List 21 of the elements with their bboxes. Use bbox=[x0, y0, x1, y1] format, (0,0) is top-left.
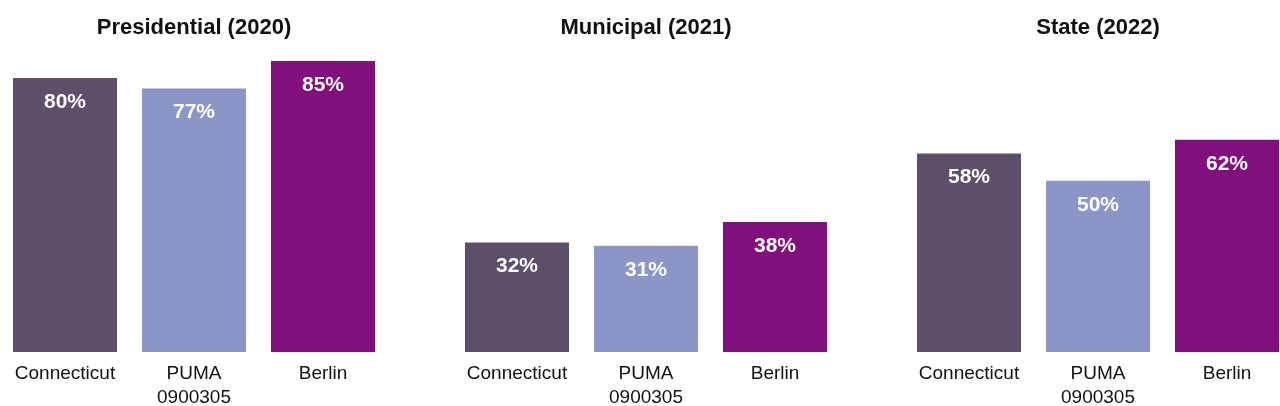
data-label: 50% bbox=[1076, 191, 1120, 215]
data-label: 31% bbox=[624, 256, 668, 280]
x-tick-label: Connecticut bbox=[918, 361, 1020, 383]
data-label: 62% bbox=[1205, 150, 1249, 174]
data-label: 77% bbox=[172, 99, 216, 123]
chart-title: Municipal (2021) bbox=[560, 14, 732, 39]
x-tick-label: Berlin bbox=[298, 361, 348, 383]
x-tick-label: PUMA 0900305 bbox=[1061, 361, 1135, 406]
x-tick-label: PUMA 0900305 bbox=[157, 361, 231, 406]
data-label: 32% bbox=[495, 253, 539, 277]
x-tick-label: PUMA 0900305 bbox=[609, 361, 683, 406]
x-tick-label: Connecticut bbox=[466, 361, 568, 383]
data-label: 58% bbox=[947, 164, 991, 188]
data-label: 38% bbox=[753, 232, 797, 256]
chart-title: State (2022) bbox=[1036, 14, 1160, 39]
data-label: 85% bbox=[301, 72, 345, 95]
x-tick-label: Connecticut bbox=[14, 361, 116, 383]
x-tick-label: Berlin bbox=[1202, 361, 1252, 383]
chart-title: Presidential (2020) bbox=[96, 14, 292, 39]
data-label: 80% bbox=[43, 89, 87, 113]
x-tick-label: Berlin bbox=[750, 361, 800, 383]
